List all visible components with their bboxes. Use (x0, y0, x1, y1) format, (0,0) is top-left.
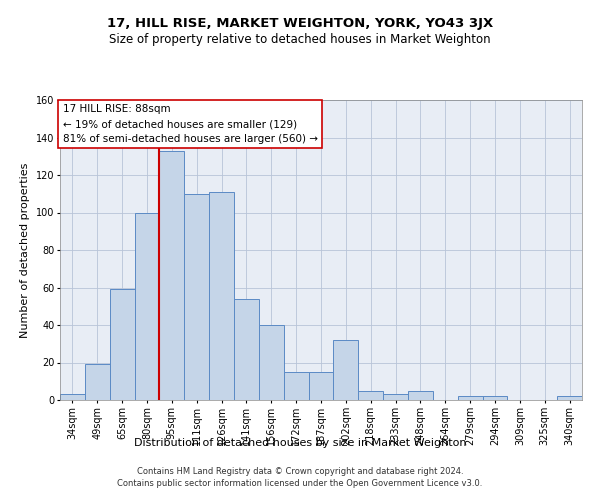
Bar (85, 364, 110, 400)
Bar (557, 396, 582, 400)
Bar (209, 192, 234, 400)
Text: 17, HILL RISE, MARKET WEIGHTON, YORK, YO43 3JX: 17, HILL RISE, MARKET WEIGHTON, YORK, YO… (107, 18, 493, 30)
Bar (234, 298, 259, 400)
Bar (110, 290, 134, 400)
Bar (408, 390, 433, 400)
Bar (482, 396, 508, 400)
Y-axis label: Number of detached properties: Number of detached properties (20, 162, 31, 338)
Bar (60, 394, 85, 400)
Bar (134, 212, 160, 400)
Bar (308, 372, 334, 400)
Bar (458, 396, 482, 400)
Bar (358, 390, 383, 400)
Bar (284, 372, 308, 400)
Text: 17 HILL RISE: 88sqm
← 19% of detached houses are smaller (129)
81% of semi-detac: 17 HILL RISE: 88sqm ← 19% of detached ho… (62, 104, 317, 144)
Bar (259, 325, 284, 400)
Text: Contains HM Land Registry data © Crown copyright and database right 2024.
Contai: Contains HM Land Registry data © Crown c… (118, 466, 482, 487)
Bar (334, 340, 358, 400)
Bar (184, 194, 209, 400)
Bar (383, 394, 408, 400)
Text: Distribution of detached houses by size in Market Weighton: Distribution of detached houses by size … (134, 438, 466, 448)
Text: Size of property relative to detached houses in Market Weighton: Size of property relative to detached ho… (109, 32, 491, 46)
Bar (160, 150, 184, 400)
